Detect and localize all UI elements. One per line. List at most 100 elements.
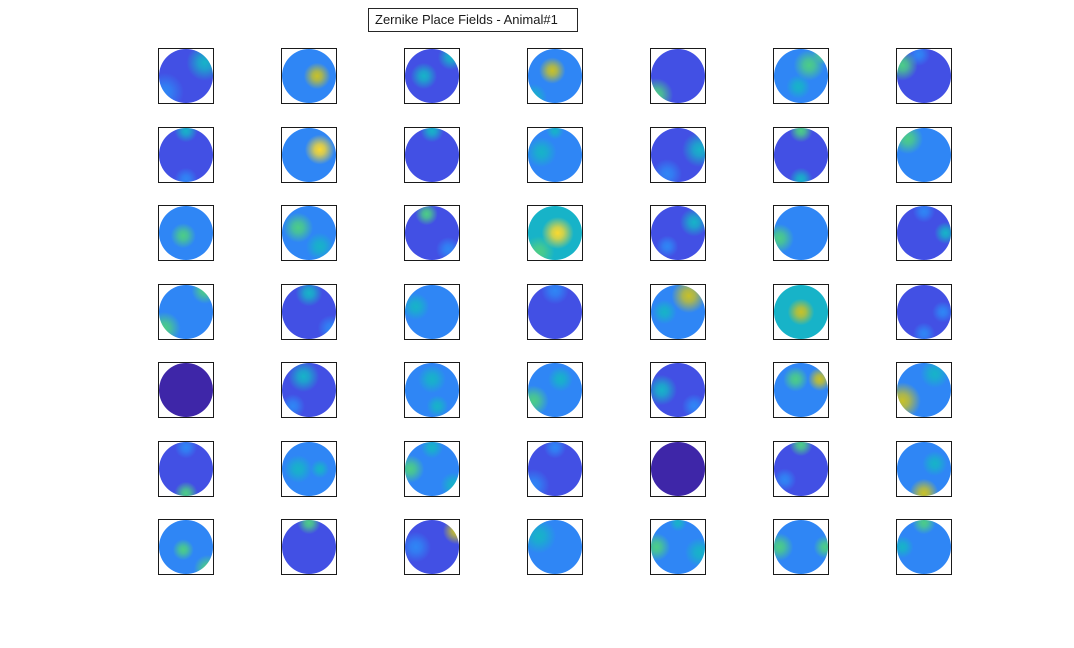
place-field-disk: [405, 49, 459, 103]
place-field-5-2: [281, 362, 337, 418]
place-field-5-7: [896, 362, 952, 418]
place-field-disk: [651, 520, 705, 574]
place-field-6-4: [527, 441, 583, 497]
place-field-disk: [651, 49, 705, 103]
place-field-disk: [159, 49, 213, 103]
place-field-1-6: [773, 48, 829, 104]
place-field-disk: [159, 363, 213, 417]
place-field-disk: [159, 206, 213, 260]
place-field-disk: [282, 442, 336, 496]
place-field-disk: [651, 442, 705, 496]
place-field-2-4: [527, 127, 583, 183]
place-field-3-7: [896, 205, 952, 261]
place-field-disk: [651, 285, 705, 339]
figure-title: Zernike Place Fields - Animal#1: [368, 8, 578, 32]
place-field-1-3: [404, 48, 460, 104]
place-field-disk: [528, 363, 582, 417]
place-field-1-1: [158, 48, 214, 104]
place-field-7-3: [404, 519, 460, 575]
place-field-disk: [774, 128, 828, 182]
place-field-3-4: [527, 205, 583, 261]
place-field-disk: [774, 49, 828, 103]
place-field-disk: [774, 442, 828, 496]
place-field-6-2: [281, 441, 337, 497]
place-field-disk: [282, 285, 336, 339]
place-field-disk: [528, 442, 582, 496]
place-field-disk: [159, 520, 213, 574]
place-field-6-5: [650, 441, 706, 497]
place-field-disk: [774, 285, 828, 339]
place-field-disk: [651, 206, 705, 260]
place-field-disk: [405, 442, 459, 496]
place-field-disk: [897, 520, 951, 574]
place-field-1-5: [650, 48, 706, 104]
place-field-5-1: [158, 362, 214, 418]
place-field-disk: [897, 363, 951, 417]
place-field-disk: [651, 128, 705, 182]
place-field-5-6: [773, 362, 829, 418]
place-field-disk: [774, 206, 828, 260]
place-field-5-4: [527, 362, 583, 418]
place-field-3-5: [650, 205, 706, 261]
place-field-4-6: [773, 284, 829, 340]
place-field-1-4: [527, 48, 583, 104]
place-field-3-3: [404, 205, 460, 261]
place-field-3-2: [281, 205, 337, 261]
place-field-2-5: [650, 127, 706, 183]
place-field-disk: [651, 363, 705, 417]
place-field-4-1: [158, 284, 214, 340]
place-field-disk: [774, 520, 828, 574]
place-field-5-3: [404, 362, 460, 418]
place-field-7-1: [158, 519, 214, 575]
place-field-2-7: [896, 127, 952, 183]
place-field-1-7: [896, 48, 952, 104]
place-field-disk: [528, 128, 582, 182]
place-field-disk: [405, 128, 459, 182]
place-field-disk: [159, 128, 213, 182]
place-field-3-6: [773, 205, 829, 261]
place-field-4-5: [650, 284, 706, 340]
place-field-7-5: [650, 519, 706, 575]
place-field-2-6: [773, 127, 829, 183]
place-field-disk: [897, 49, 951, 103]
place-field-7-4: [527, 519, 583, 575]
place-field-disk: [405, 285, 459, 339]
place-field-6-7: [896, 441, 952, 497]
place-field-6-6: [773, 441, 829, 497]
place-field-disk: [897, 128, 951, 182]
place-field-6-1: [158, 441, 214, 497]
place-field-4-7: [896, 284, 952, 340]
place-field-1-2: [281, 48, 337, 104]
place-field-disk: [774, 363, 828, 417]
place-field-disk: [282, 363, 336, 417]
place-field-4-2: [281, 284, 337, 340]
place-field-disk: [282, 49, 336, 103]
place-field-disk: [897, 285, 951, 339]
place-field-disk: [405, 520, 459, 574]
place-field-5-5: [650, 362, 706, 418]
place-field-disk: [528, 520, 582, 574]
place-field-7-7: [896, 519, 952, 575]
place-field-3-1: [158, 205, 214, 261]
place-field-disk: [897, 442, 951, 496]
place-field-disk: [528, 206, 582, 260]
place-field-disk: [282, 520, 336, 574]
place-field-disk: [405, 206, 459, 260]
place-field-disk: [282, 206, 336, 260]
place-field-4-4: [527, 284, 583, 340]
place-field-disk: [897, 206, 951, 260]
place-field-6-3: [404, 441, 460, 497]
place-field-4-3: [404, 284, 460, 340]
place-field-disk: [159, 285, 213, 339]
place-field-7-2: [281, 519, 337, 575]
place-field-2-1: [158, 127, 214, 183]
place-field-disk: [528, 49, 582, 103]
place-field-2-3: [404, 127, 460, 183]
place-field-7-6: [773, 519, 829, 575]
place-field-disk: [282, 128, 336, 182]
place-field-disk: [159, 442, 213, 496]
place-field-disk: [405, 363, 459, 417]
place-field-2-2: [281, 127, 337, 183]
place-field-disk: [528, 285, 582, 339]
